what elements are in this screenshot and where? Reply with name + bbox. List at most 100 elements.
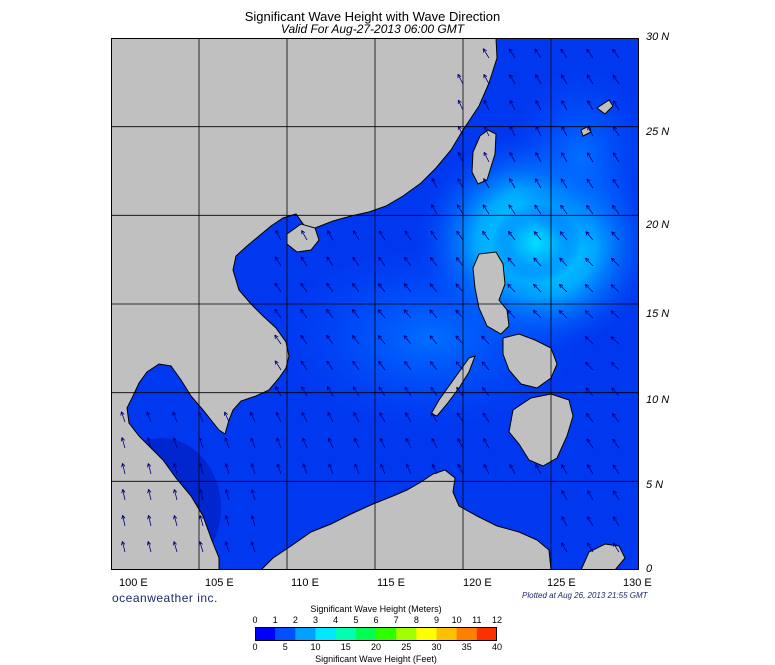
- wave-arrow: [560, 204, 568, 215]
- wave-arrow: [612, 542, 620, 553]
- wave-arrow: [483, 463, 490, 475]
- wave-arrow: [612, 464, 620, 475]
- wave-arrow: [457, 99, 464, 111]
- wave-arrow: [250, 515, 256, 527]
- wave-arrow: [275, 386, 282, 397]
- wave-arrow: [405, 437, 412, 449]
- wave-arrow: [559, 257, 568, 267]
- wave-arrow: [147, 541, 152, 553]
- wave-arrow: [199, 489, 204, 501]
- wave-arrow: [146, 437, 152, 449]
- wave-arrow: [456, 230, 464, 241]
- moderate-wave-zone-east: [511, 68, 639, 248]
- wave-arrow: [302, 463, 308, 475]
- meter-tick-label: 10: [451, 615, 462, 625]
- luzon-island: [472, 251, 510, 335]
- wave-arrow: [326, 360, 334, 371]
- wave-arrow: [586, 464, 594, 475]
- wave-arrow: [198, 437, 204, 449]
- feet-tick-label: 35: [461, 642, 472, 652]
- wave-arrow: [377, 309, 386, 319]
- wave-arrow: [535, 464, 542, 475]
- wave-arrow: [403, 360, 412, 371]
- wave-arrow: [561, 152, 568, 163]
- wave-arrow: [302, 437, 308, 449]
- wave-arrow: [325, 308, 334, 319]
- meter-tick-label: 7: [393, 615, 399, 625]
- colorbar-segment: [456, 627, 478, 641]
- wave-arrow: [584, 336, 594, 345]
- wave-arrow: [328, 437, 334, 449]
- wave-arrow: [612, 74, 620, 85]
- wave-arrow: [276, 437, 282, 449]
- feet-tick-label: 25: [401, 642, 412, 652]
- wave-arrow: [559, 231, 568, 241]
- wave-arrow: [429, 283, 438, 293]
- wave-arrow: [561, 100, 568, 111]
- wave-arrow: [274, 282, 282, 293]
- wave-height-map: [111, 38, 639, 570]
- wave-arrow: [404, 256, 412, 267]
- taiwan-island: [471, 129, 497, 185]
- wave-arrow: [250, 489, 256, 501]
- wave-arrow: [121, 515, 126, 527]
- wave-arrow: [481, 335, 490, 345]
- wave-arrow: [429, 361, 438, 371]
- wave-arrow: [587, 516, 594, 527]
- wave-arrow: [274, 360, 282, 371]
- wave-arrow: [250, 437, 256, 449]
- wave-arrow: [457, 463, 464, 475]
- wave-arrow: [431, 177, 438, 189]
- wave-arrow: [586, 48, 594, 59]
- wave-arrow: [121, 488, 126, 501]
- wave-arrow: [457, 125, 464, 137]
- wave-arrow: [457, 73, 464, 85]
- wave-arrow: [534, 48, 542, 59]
- lon-label-110e: 110 E: [291, 577, 319, 589]
- wave-arrow: [275, 230, 282, 241]
- wave-arrow: [560, 178, 568, 189]
- wave-arrow: [431, 437, 438, 449]
- feet-tick-label: 0: [252, 642, 258, 652]
- wave-arrow: [612, 490, 620, 501]
- wave-arrow: [483, 151, 490, 163]
- wave-arrow: [586, 152, 594, 163]
- wave-arrow: [534, 178, 542, 189]
- meter-tick-label: 1: [272, 615, 278, 625]
- wave-arrow: [483, 438, 490, 449]
- wave-arrow: [612, 178, 620, 189]
- wave-arrow: [586, 74, 594, 85]
- wave-arrow: [430, 230, 438, 241]
- meter-tick-label: 2: [292, 615, 298, 625]
- meter-tick-label: 0: [252, 615, 258, 625]
- wave-arrow: [198, 411, 204, 423]
- wave-arrow: [431, 463, 438, 475]
- wave-arrow: [351, 334, 360, 345]
- wave-arrow: [275, 411, 282, 423]
- wave-arrow: [352, 386, 360, 397]
- wave-arrow: [483, 99, 490, 111]
- wave-arrow: [173, 489, 178, 501]
- wave-arrow: [274, 308, 282, 319]
- wave-arrow: [482, 412, 490, 423]
- wave-arrow: [456, 204, 464, 215]
- wave-arrow: [301, 411, 308, 423]
- wave-arrow: [560, 74, 568, 85]
- wave-arrow: [224, 463, 230, 475]
- lat-label-15n: 15 N: [646, 308, 670, 320]
- wave-arrow: [584, 310, 594, 319]
- wave-arrow: [378, 386, 386, 397]
- wave-arrow: [612, 100, 620, 111]
- wave-arrow: [507, 283, 516, 293]
- feet-tick-label: 5: [282, 642, 288, 652]
- wave-arrow: [509, 463, 516, 475]
- wave-arrow: [506, 309, 516, 319]
- wave-arrow: [507, 257, 516, 267]
- colorbar-segment: [396, 627, 417, 641]
- wave-arrow: [456, 386, 464, 397]
- wave-arrow: [404, 230, 412, 241]
- colorbar-segment: [295, 627, 316, 641]
- wave-arrow: [326, 334, 334, 345]
- meter-tick-label: 5: [353, 615, 359, 625]
- lon-label-100e: 100 E: [119, 577, 148, 589]
